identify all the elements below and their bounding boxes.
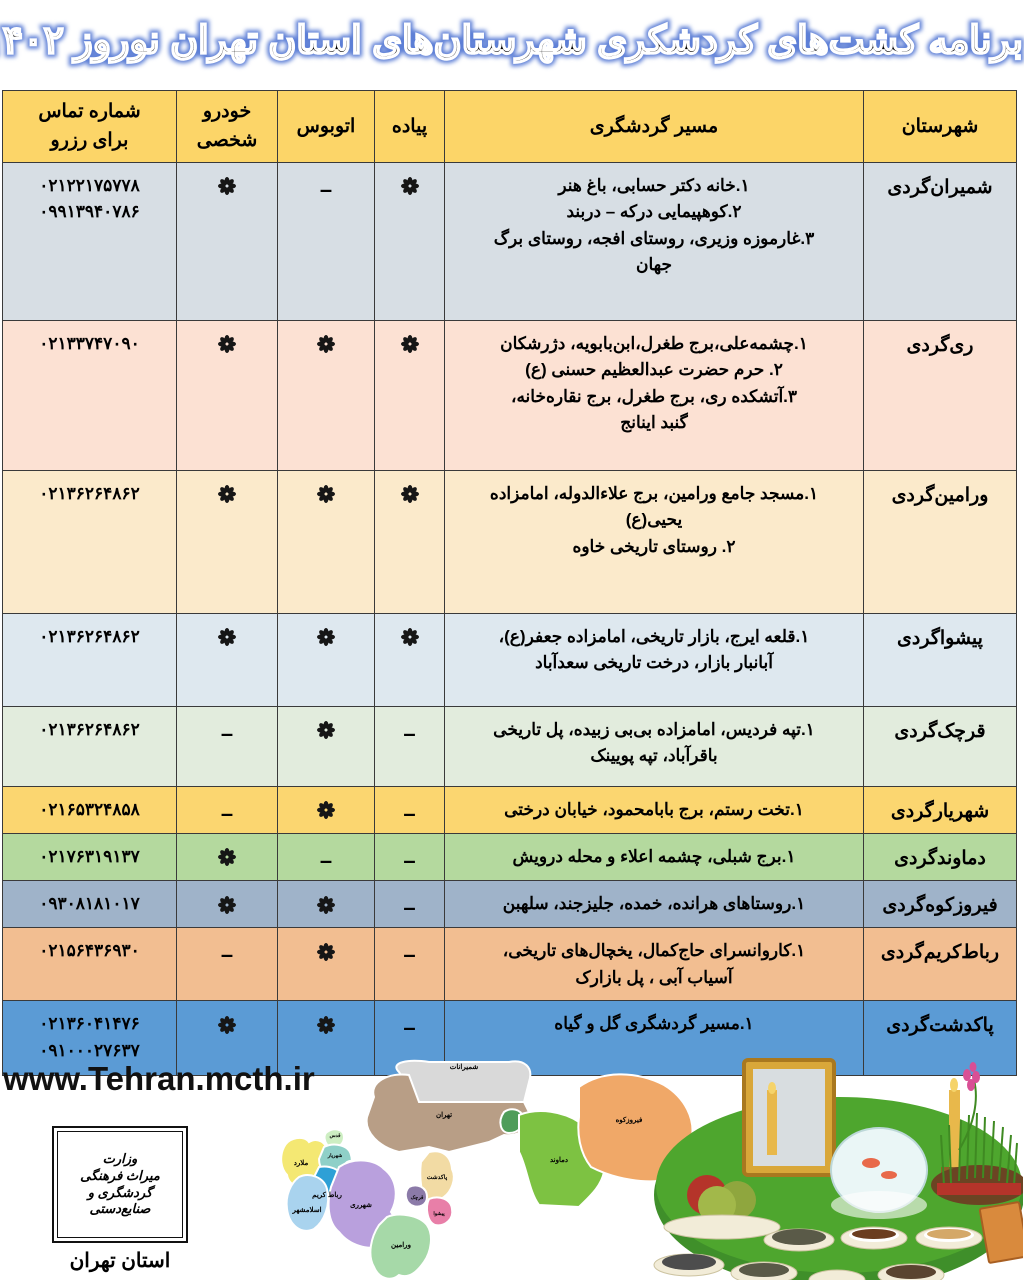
svg-text:شهریار: شهریار	[328, 1153, 344, 1159]
svg-text:دماوند: دماوند	[551, 1156, 569, 1164]
svg-text:پیشوا: پیشوا	[434, 1211, 446, 1217]
svg-text:ورامین: ورامین	[392, 1241, 412, 1249]
svg-text:شهرری: شهرری	[351, 1202, 373, 1209]
svg-text:قرچک: قرچک	[412, 1195, 425, 1201]
svg-text:رباط کریم: رباط کریم	[313, 1191, 343, 1199]
svg-text:پاکدشت: پاکدشت	[428, 1174, 449, 1181]
svg-text:اسلامشهر: اسلامشهر	[292, 1206, 322, 1214]
svg-text:تهران: تهران	[437, 1111, 453, 1119]
svg-text:شمیرانات: شمیرانات	[451, 1063, 480, 1071]
svg-text:ملارد: ملارد	[295, 1159, 310, 1167]
svg-text:فیروزکوه: فیروزکوه	[617, 1116, 644, 1124]
svg-text:قدس: قدس	[330, 1133, 342, 1139]
